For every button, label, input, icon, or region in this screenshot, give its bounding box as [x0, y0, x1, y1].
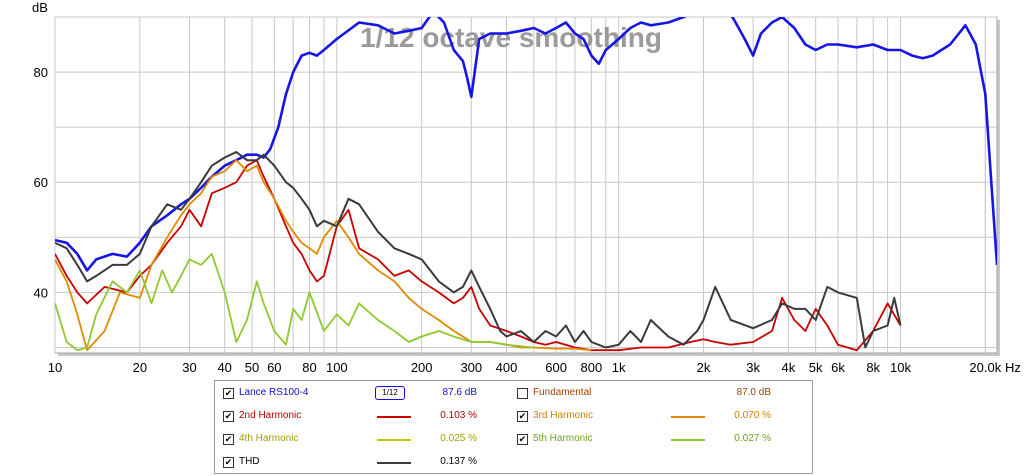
4th-harmonic-swatch [377, 439, 411, 441]
y-tick-label: 80 [34, 65, 48, 80]
x-tick-label: 4k [781, 360, 795, 375]
fundamental-value: 87.0 dB [736, 387, 771, 398]
series-line-thd [55, 151, 902, 349]
5th-harmonic-checkbox[interactable]: ✔ [517, 434, 528, 445]
3rd-harmonic-value: 0.070 % [734, 410, 771, 421]
x-tick-label: 100 [326, 360, 348, 375]
lance-value: 87.6 dB [442, 387, 477, 398]
series-line-5th-harmonic [55, 253, 534, 352]
thd-swatch [377, 462, 411, 464]
x-tick-label: 50 [245, 360, 259, 375]
5th-harmonic-label: 5th Harmonic [533, 433, 593, 444]
lance-checkbox[interactable]: ✔ [223, 388, 234, 399]
x-tick-label: 20 [133, 360, 147, 375]
3rd-harmonic-swatch [671, 416, 705, 418]
legend-row-thd: ✔ THD 0.137 % [215, 454, 812, 472]
5th-harmonic-value: 0.027 % [734, 433, 771, 444]
fundamental-checkbox[interactable] [517, 388, 528, 399]
4th-harmonic-checkbox[interactable]: ✔ [223, 434, 234, 445]
frequency-response-chart: 1/12 octave smoothing 40 60 80 10 20 30 40 50 60 8… [32, 0, 1021, 375]
x-tick-label: 300 [460, 360, 482, 375]
2nd-harmonic-checkbox[interactable]: ✔ [223, 411, 234, 422]
x-tick-label: 2k [697, 360, 711, 375]
x-tick-label: 80 [302, 360, 316, 375]
thd-checkbox[interactable]: ✔ [223, 457, 234, 468]
x-tick-label: 60 [267, 360, 281, 375]
4th-harmonic-label: 4th Harmonic [239, 433, 299, 444]
thd-value: 0.137 % [440, 456, 477, 467]
y-tick-label: 60 [34, 175, 48, 190]
series-line-lance-rs100-4 [55, 17, 997, 272]
2nd-harmonic-label: 2nd Harmonic [239, 410, 302, 421]
x-tick-label: 8k [866, 360, 880, 375]
3rd-harmonic-checkbox[interactable]: ✔ [517, 411, 528, 422]
x-tick-label: 200 [411, 360, 433, 375]
3rd-harmonic-label: 3rd Harmonic [533, 410, 594, 421]
lance-label: Lance RS100-4 [239, 387, 309, 398]
legend-row-2nd-3rd: ✔ 2nd Harmonic 0.103 % ✔ 3rd Harmonic 0.… [215, 408, 812, 426]
x-tick-label: 10k [890, 360, 911, 375]
plot-area [54, 16, 998, 354]
x-tick-label: 600 [545, 360, 567, 375]
thd-label: THD [239, 456, 260, 467]
x-tick-label: 400 [496, 360, 518, 375]
y-axis-label: dB [32, 0, 48, 15]
x-tick-label: 1k [612, 360, 626, 375]
x-tick-label: 3k [746, 360, 760, 375]
legend-row-lance: ✔ Lance RS100-4 1/12 87.6 dB Fundamental… [215, 385, 812, 403]
x-tick-label: 6k [831, 360, 845, 375]
5th-harmonic-swatch [671, 439, 705, 441]
2nd-harmonic-swatch [377, 416, 411, 418]
x-tick-label: 5k [809, 360, 823, 375]
x-tick-label: 10 [48, 360, 62, 375]
x-tick-label: 20.0k [969, 360, 1001, 375]
legend-panel: ✔ Lance RS100-4 1/12 87.6 dB Fundamental… [214, 380, 813, 474]
y-tick-label: 40 [34, 285, 48, 300]
x-tick-label: 30 [182, 360, 196, 375]
legend-row-4th-5th: ✔ 4th Harmonic 0.025 % ✔ 5th Harmonic 0.… [215, 431, 812, 449]
x-tick-label: 40 [217, 360, 231, 375]
x-tick-label: 800 [580, 360, 602, 375]
smoothing-button[interactable]: 1/12 [375, 386, 405, 400]
2nd-harmonic-value: 0.103 % [440, 410, 477, 421]
series-line-2nd-harmonic [55, 159, 902, 352]
4th-harmonic-value: 0.025 % [440, 433, 477, 444]
fundamental-label: Fundamental [533, 387, 592, 398]
chart-title: 1/12 octave smoothing [360, 22, 662, 53]
x-axis-unit-label: Hz [1005, 360, 1021, 375]
